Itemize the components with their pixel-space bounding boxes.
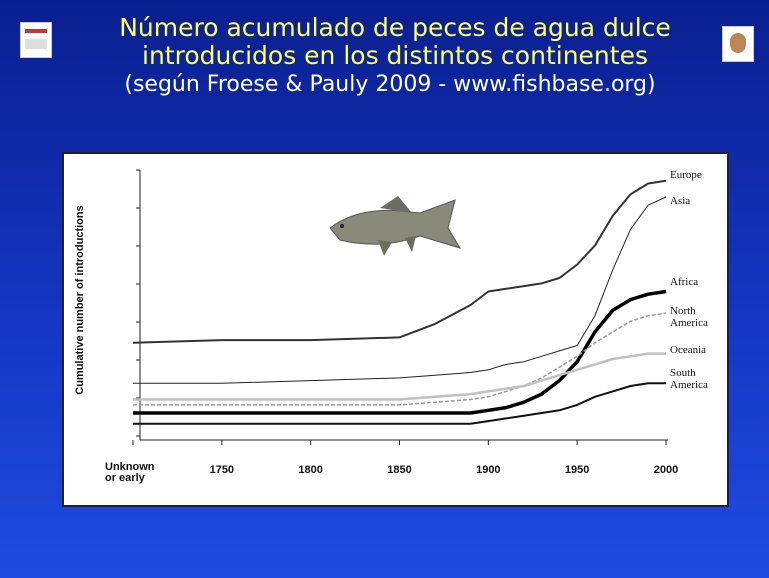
logo-right (722, 26, 754, 62)
x-tick-label: 1900 (476, 464, 501, 476)
slide-title: Número acumulado de peces de agua dulce … (119, 13, 671, 70)
legend-label: North America (670, 305, 708, 330)
x-tick-label: 1950 (564, 464, 590, 476)
legend-label: Asia (670, 195, 691, 207)
series-line (133, 196, 667, 384)
x-tick-label: Unknown or early (105, 461, 155, 484)
x-tick-label: 1800 (298, 464, 323, 476)
series-line (133, 312, 667, 406)
legend-label: Africa (670, 275, 699, 288)
x-tick-label: 1850 (387, 464, 412, 476)
legend-label: Oceania (670, 343, 707, 356)
y-axis-label: Cumulative number of introductions (74, 205, 86, 395)
legend-label: Europe (670, 168, 702, 181)
fish (329, 196, 462, 256)
slide-subtitle: (según Froese & Pauly 2009 - www.fishbas… (124, 72, 656, 97)
series-line (133, 382, 666, 425)
logo-left (20, 22, 52, 58)
series-line (133, 289, 667, 415)
series-line (132, 179, 667, 344)
x-tick-label: 1750 (209, 464, 235, 476)
legend-label: South America (670, 367, 708, 392)
x-tick-label: 2000 (653, 464, 679, 476)
series-line (133, 352, 666, 401)
